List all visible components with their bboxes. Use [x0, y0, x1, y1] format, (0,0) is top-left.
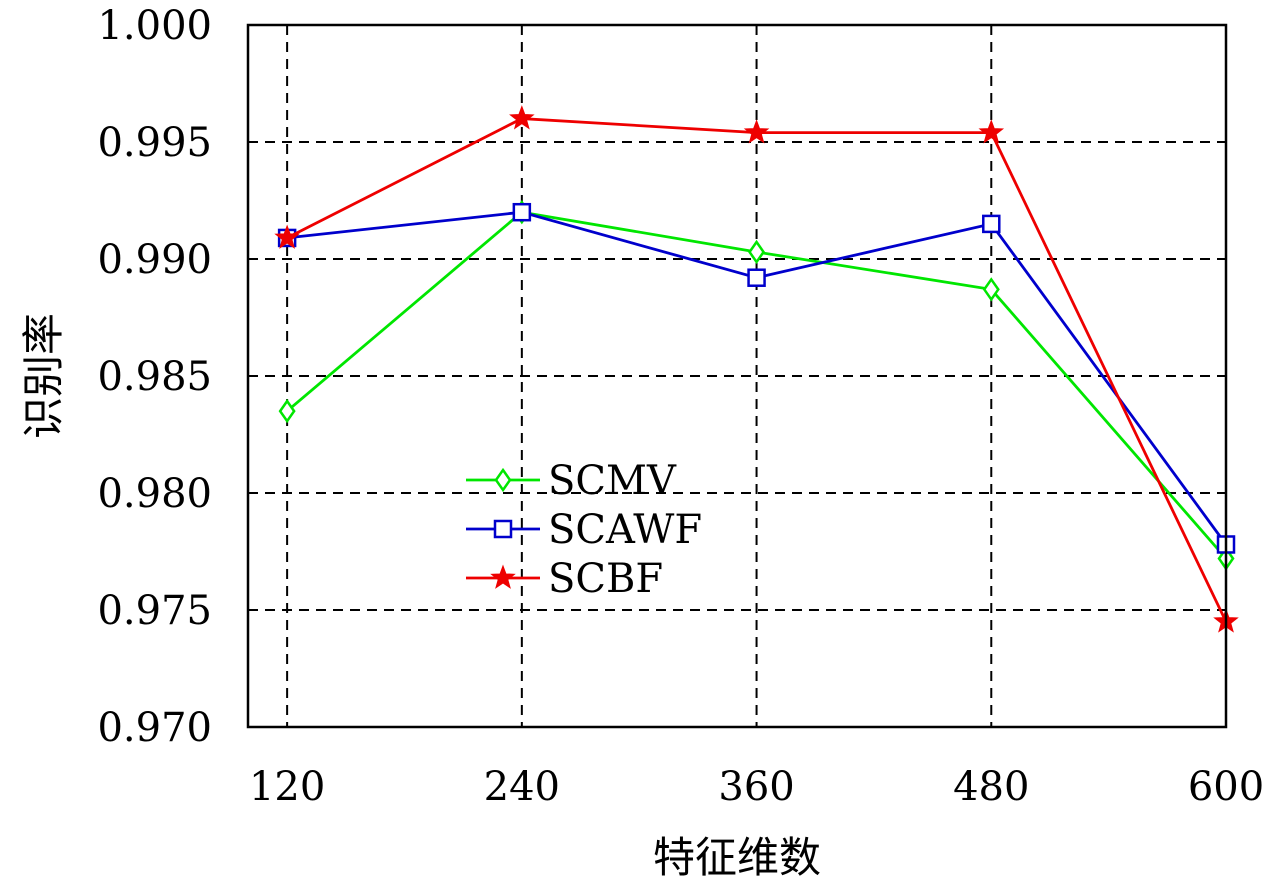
- y-tick-label: 0.985: [97, 354, 212, 400]
- series-layer: [274, 105, 1239, 633]
- x-tick-label: 600: [1188, 764, 1264, 810]
- x-axis-title: 特征维数: [653, 833, 821, 882]
- data-point-scbf-480: [978, 119, 1005, 144]
- data-point-scawf-360: [747, 268, 766, 287]
- x-tick-label: 480: [953, 764, 1029, 810]
- y-tick-label: 0.990: [97, 237, 212, 283]
- legend-item-scawf: SCAWF: [466, 507, 702, 553]
- data-point-scawf-240: [512, 202, 532, 222]
- y-tick-label: 1.000: [97, 3, 212, 49]
- x-tick-label: 240: [484, 764, 560, 810]
- y-tick-label: 0.980: [97, 471, 212, 517]
- data-point-scawf-480: [982, 214, 1001, 234]
- data-point-scbf-240: [509, 105, 535, 130]
- grid-lines: [248, 25, 1227, 727]
- legend-swatch-marker: [493, 519, 513, 539]
- y-tick-label: 0.995: [97, 120, 212, 166]
- data-point-scmv-480: [982, 277, 1000, 302]
- y-axis-title: 识别率: [19, 313, 68, 439]
- legend-label: SCBF: [548, 556, 663, 602]
- legend-swatch-marker: [494, 467, 512, 493]
- plot-frame: [246, 23, 1228, 729]
- x-tick-label: 120: [249, 764, 325, 810]
- data-point-scmv-120: [278, 398, 296, 424]
- tick-labels: 120 240 360 480 600 0.970 0.975 0.980 0.985 0.990…: [97, 3, 1264, 810]
- legend-item-scmv: SCMV: [466, 458, 677, 504]
- legend-item-scbf: SCBF: [466, 556, 663, 602]
- data-point-scmv-360: [748, 239, 766, 265]
- y-tick-label: 0.975: [97, 588, 212, 634]
- series-scmv: [278, 200, 1235, 571]
- y-tick-label: 0.970: [97, 705, 212, 751]
- data-point-scbf-360: [743, 119, 770, 144]
- data-point-scbf-120: [274, 224, 300, 249]
- x-tick-label: 360: [718, 764, 794, 810]
- legend-swatch-marker: [490, 564, 516, 589]
- legend-label: SCAWF: [548, 507, 702, 553]
- legend-label: SCMV: [548, 458, 677, 504]
